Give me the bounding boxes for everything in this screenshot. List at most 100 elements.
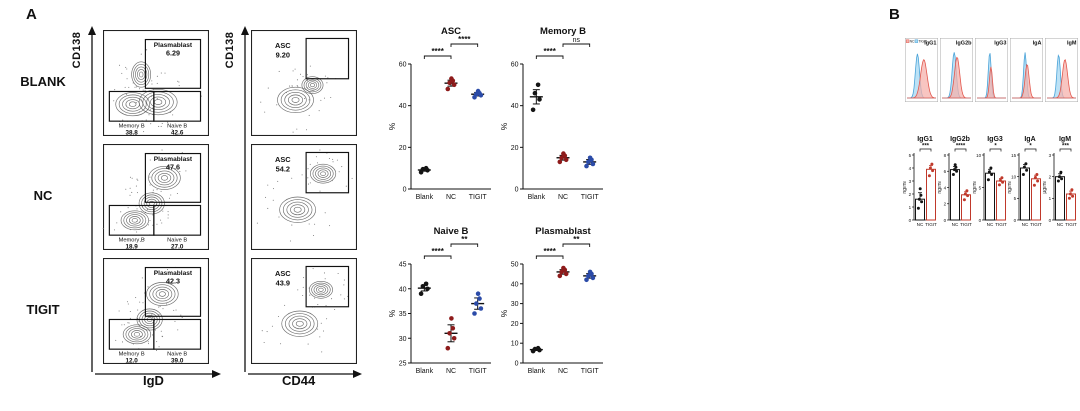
x-category-label: Blank (416, 368, 434, 375)
gate-value-naive-b: 39.0 (171, 357, 184, 364)
bar-chart-iga-svg: IgA 0 5 10 15 ng/ml NC TIGIT * (1008, 136, 1042, 227)
flow-plot-igd-blank: Plasmablast 6.29 Memory B Naive B 38.8 42.6 (95, 30, 217, 136)
data-point (561, 265, 566, 271)
data-point (535, 345, 541, 351)
x-category-label: NC (917, 222, 924, 227)
y-tick-label: 6 (944, 169, 947, 174)
significance-label: *** (922, 144, 930, 150)
x-category-label: TIGIT (581, 368, 600, 375)
data-point (954, 165, 958, 169)
scatter-plot-asc-svg: ASC 0 20 40 60% Blank NC TIGIT **** **** (387, 26, 491, 201)
data-point (963, 192, 967, 196)
data-point (1060, 177, 1064, 181)
data-point (918, 187, 922, 191)
gate-label-asc: ASC (275, 269, 291, 278)
data-point (445, 86, 451, 92)
data-point (561, 151, 566, 156)
data-point (475, 88, 481, 94)
data-point (472, 311, 477, 316)
histogram-igm: IgM (1045, 38, 1078, 102)
plot-title: Memory B (540, 26, 586, 37)
histogram-title: IgG3 (994, 41, 1006, 47)
data-point (986, 178, 990, 182)
gate-value-naive-b: 42.6 (171, 129, 184, 136)
significance-label: * (994, 144, 997, 150)
gate-value-asc: 9.20 (276, 51, 290, 60)
bar-chart-title: IgG3 (987, 136, 1003, 143)
y-axis-label: ng/ml (1008, 181, 1013, 193)
flow-row-label-tigit: TIGIT (26, 302, 60, 317)
plot-title: Naive B (434, 226, 469, 237)
significance-label: **** (458, 35, 471, 44)
y-tick-label: 3 (909, 179, 912, 184)
y-tick-label: 1 (909, 205, 912, 210)
data-point (425, 286, 430, 292)
data-point (917, 197, 921, 201)
data-point (927, 174, 931, 178)
data-point (418, 291, 424, 296)
gate-value-memory-b: 38.8 (125, 129, 138, 136)
data-point (987, 170, 991, 174)
significance-label: * (1029, 144, 1032, 150)
histogram-igg1: IgG1 NC TIGIT (905, 38, 938, 102)
flow-plot-igd-tigit: Plasmablast 42.3 Memory B Naive B 12.0 39.0 (95, 258, 217, 364)
x-category-label: Blank (416, 194, 434, 201)
y-tick-label: 5 (979, 185, 982, 190)
data-point (530, 107, 536, 113)
data-point (449, 76, 454, 81)
y-tick-label: 0 (979, 218, 982, 223)
gate-label-asc: ASC (275, 41, 291, 50)
significance-label: ns (573, 37, 581, 44)
y-tick-label: 5 (909, 153, 912, 158)
scatter-plot-plasmablast: Plasmablast 0 10 20 30 40 50% Blank NC TIGIT **** *… (498, 224, 608, 378)
significance-label: **** (431, 47, 444, 56)
bar-chart-igg1: IgG1 0 1 2 3 4 5 ng/ml NC TIGIT *** (903, 133, 938, 229)
y-tick-label: 0 (1049, 218, 1052, 223)
data-point (557, 159, 563, 165)
data-point (1032, 183, 1036, 187)
x-axis-arrow (248, 368, 362, 380)
y-tick-label: 40 (399, 103, 407, 110)
y-tick-label: 60 (511, 62, 519, 69)
significance-label: ** (573, 235, 580, 244)
y-tick-label: 0 (515, 361, 519, 368)
data-point (920, 200, 924, 204)
x-category-label: Blank (528, 194, 546, 201)
bar-chart-igg1-svg: IgG1 0 1 2 3 4 5 ng/ml NC TIGIT *** (903, 136, 937, 227)
y-tick-label: 20 (511, 321, 519, 328)
y-tick-label: 15 (1011, 153, 1017, 158)
data-point (563, 157, 569, 163)
histogram-igg3: IgG3 (975, 38, 1008, 102)
data-point (445, 345, 451, 351)
histogram-igg3-svg: IgG3 (975, 38, 1008, 102)
gate-label-naive-b: Naive B (167, 238, 187, 244)
data-point (951, 173, 955, 176)
y-tick-label: 50 (511, 262, 519, 269)
x-category-label: TIGIT (925, 222, 937, 227)
bar-chart-title: IgG1 (917, 136, 933, 143)
significance-label: **** (543, 47, 556, 56)
panel-a-label: A (26, 6, 37, 23)
data-point (535, 82, 541, 88)
x-category-label: NC (446, 368, 456, 375)
data-point (1067, 196, 1071, 200)
x-category-label: TIGIT (995, 222, 1007, 227)
bar-chart-igg3: IgG3 0 5 10 ng/ml NC TIGIT * (973, 133, 1008, 229)
data-point (557, 273, 563, 279)
data-point (587, 269, 593, 275)
bar-chart-title: IgG2b (950, 136, 970, 143)
y-tick-label: 0 (944, 218, 947, 223)
data-point (1068, 192, 1072, 196)
data-point (420, 284, 426, 289)
data-point (563, 271, 569, 277)
data-point (1056, 179, 1060, 183)
y-axis-label: ng/ml (973, 181, 978, 193)
plot-title: ASC (441, 26, 461, 37)
y-tick-label: 5 (1014, 196, 1017, 201)
